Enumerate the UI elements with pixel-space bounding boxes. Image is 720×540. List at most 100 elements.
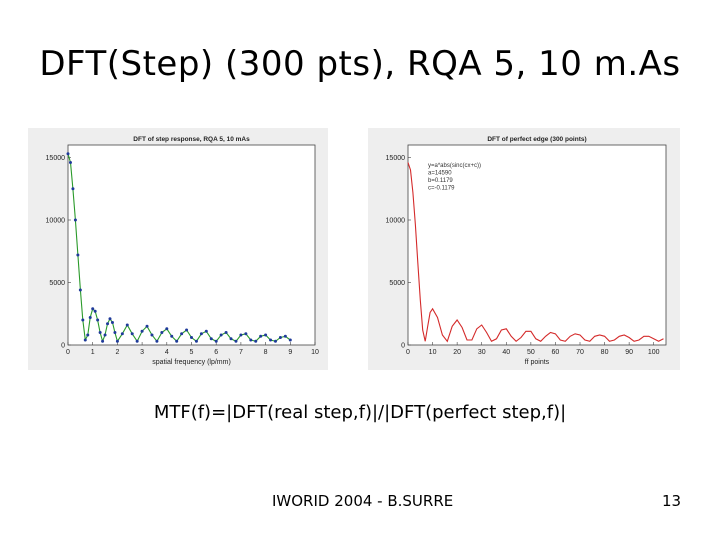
data-point xyxy=(155,339,159,343)
chart-title: DFT of step response, RQA 5, 10 mAs xyxy=(133,136,250,143)
fit-annotation: c=-0.1179 xyxy=(428,186,455,192)
x-axis-label: spatial frequency (lp/mm) xyxy=(152,359,231,366)
y-tick-label: 0 xyxy=(401,343,405,350)
data-point xyxy=(249,338,253,342)
data-point xyxy=(88,316,92,319)
fit-annotation: b=0.1179 xyxy=(428,178,453,184)
data-point xyxy=(259,334,263,338)
data-point xyxy=(239,333,243,337)
x-tick-label: 90 xyxy=(625,349,633,356)
x-tick-label: 6 xyxy=(214,349,218,356)
x-tick-label: 80 xyxy=(601,349,609,356)
x-tick-label: 9 xyxy=(288,349,292,356)
plot-area xyxy=(407,144,667,346)
data-point xyxy=(160,331,164,334)
data-point xyxy=(106,322,110,326)
data-point xyxy=(96,318,100,322)
data-point xyxy=(140,329,144,333)
page-number: 13 xyxy=(662,492,682,510)
x-tick-label: 30 xyxy=(478,349,486,356)
x-tick-label: 40 xyxy=(502,349,510,356)
x-tick-label: 10 xyxy=(311,349,319,356)
data-point xyxy=(229,337,233,341)
data-point xyxy=(269,338,273,342)
x-tick-label: 8 xyxy=(264,349,268,356)
data-point xyxy=(170,334,174,338)
x-tick-label: 70 xyxy=(576,349,584,356)
data-point xyxy=(214,339,218,343)
data-point xyxy=(254,339,258,343)
x-tick-label: 20 xyxy=(453,349,461,356)
data-point xyxy=(204,329,208,333)
data-point xyxy=(93,309,97,313)
data-point xyxy=(81,318,85,322)
data-point xyxy=(91,307,95,311)
data-point xyxy=(66,152,70,156)
data-point xyxy=(71,187,75,191)
perfect-edge-chart-panel: DFT of perfect edge (300 points) 0 10 20 30 4… xyxy=(368,128,680,370)
data-point xyxy=(185,328,189,332)
data-point xyxy=(103,333,107,337)
data-point xyxy=(68,161,72,164)
x-tick-label: 3 xyxy=(140,349,144,356)
data-point xyxy=(190,336,193,339)
x-tick-label: 4 xyxy=(165,349,169,356)
data-point xyxy=(113,331,117,334)
data-point xyxy=(115,339,119,343)
data-point xyxy=(194,339,198,343)
data-point xyxy=(288,338,292,342)
data-point xyxy=(224,331,228,334)
data-point xyxy=(108,317,112,321)
data-point xyxy=(83,338,87,342)
data-point xyxy=(101,339,105,343)
data-point xyxy=(234,339,238,343)
y-tick-label: 10000 xyxy=(386,218,406,225)
footer-text: IWORID 2004 - B.SURRE xyxy=(272,492,454,510)
x-axis-label: ff points xyxy=(525,359,550,366)
y-tick-label: 10000 xyxy=(46,218,66,225)
data-point xyxy=(165,327,169,331)
data-point xyxy=(78,288,82,292)
step-response-chart: DFT of step response, RQA 5, 10 mAs 0 1 2 3 4… xyxy=(46,136,319,366)
data-point xyxy=(98,331,102,334)
x-tick-label: 100 xyxy=(648,349,660,356)
plot-area xyxy=(67,144,316,346)
y-tick-label: 15000 xyxy=(386,155,406,162)
data-point xyxy=(135,339,139,343)
x-tick-label: 50 xyxy=(527,349,535,356)
mtf-formula: MTF(f)=|DFT(real step,f)|/|DFT(perfect s… xyxy=(153,402,567,423)
step-response-chart-panel: DFT of step response, RQA 5, 10 mAs 0 1 2 3 4… xyxy=(28,128,328,370)
slide-title: DFT(Step) (300 pts), RQA 5, 10 m.As xyxy=(39,44,681,84)
data-point xyxy=(273,339,277,343)
x-tick-label: 0 xyxy=(406,349,410,356)
fit-annotation: a=14590 xyxy=(428,171,452,177)
data-point xyxy=(283,334,287,338)
chart-title: DFT of perfect edge (300 points) xyxy=(487,136,586,143)
data-point xyxy=(120,332,124,336)
data-point xyxy=(209,337,213,341)
data-point xyxy=(125,323,129,327)
x-tick-label: 5 xyxy=(190,349,194,356)
y-tick-label: 5000 xyxy=(49,280,65,287)
data-point xyxy=(110,321,114,324)
x-tick-label: 1 xyxy=(91,349,95,356)
data-point xyxy=(76,253,80,257)
data-point xyxy=(145,324,149,328)
data-point xyxy=(219,333,223,337)
x-tick-label: 7 xyxy=(239,349,243,356)
x-tick-label: 2 xyxy=(115,349,119,356)
data-point xyxy=(264,333,268,337)
data-point xyxy=(150,333,154,337)
data-point xyxy=(199,332,203,336)
y-tick-label: 5000 xyxy=(389,280,405,287)
x-tick-label: 0 xyxy=(66,349,70,356)
perfect-edge-chart: DFT of perfect edge (300 points) 0 10 20 30 4… xyxy=(386,136,667,366)
data-point xyxy=(175,339,179,343)
data-point xyxy=(244,332,248,336)
data-point xyxy=(86,333,90,337)
y-tick-label: 0 xyxy=(61,343,65,350)
y-tick-label: 15000 xyxy=(46,155,66,162)
data-point xyxy=(278,336,282,339)
x-tick-label: 60 xyxy=(552,349,560,356)
data-point xyxy=(180,332,184,336)
